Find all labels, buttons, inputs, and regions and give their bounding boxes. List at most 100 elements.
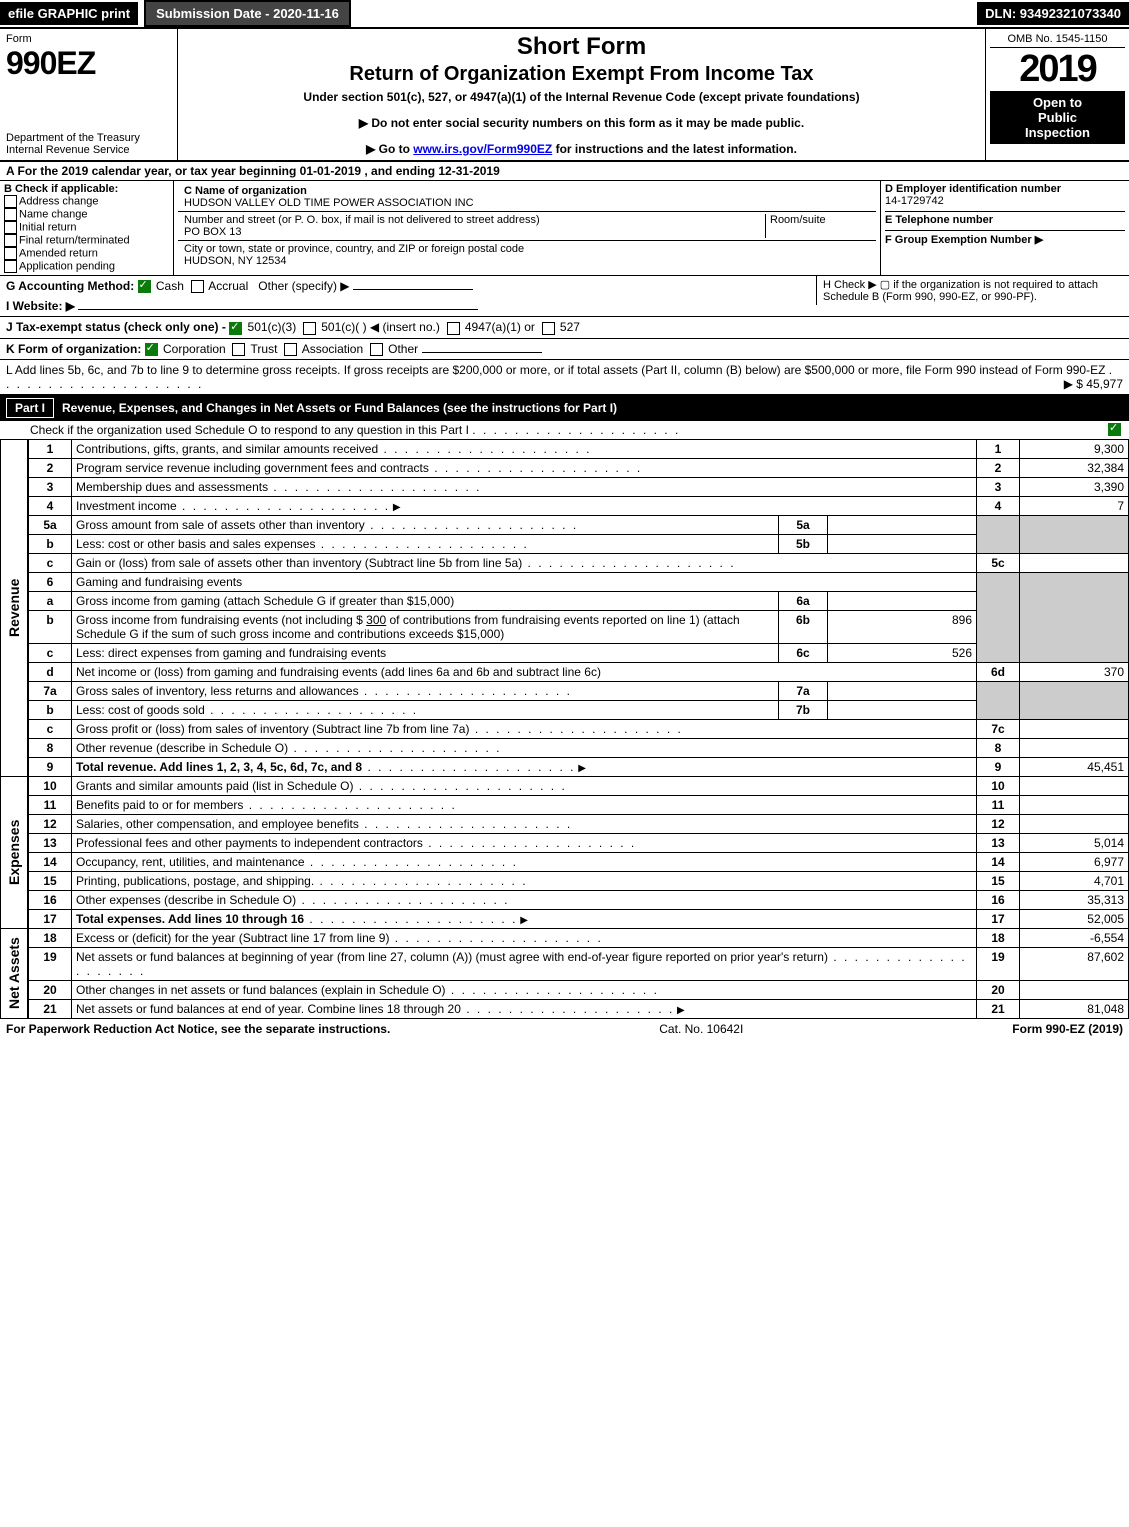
line-18-num: 18 [28, 928, 72, 947]
line-8-box: 8 [977, 738, 1020, 757]
chk-501c[interactable] [303, 322, 316, 335]
dots-icon [243, 798, 456, 812]
line-7b-desc: Less: cost of goods sold [76, 703, 205, 717]
chk-501c3[interactable] [229, 322, 242, 335]
website-input[interactable] [78, 309, 478, 310]
inspect-1: Open to [992, 95, 1123, 110]
arrow-icon [517, 912, 527, 926]
line-12-desc: Salaries, other compensation, and employ… [76, 817, 359, 831]
shade-7-amt [1020, 681, 1129, 719]
line-6b-subbox: 6b [779, 610, 828, 643]
chk-other-org[interactable] [370, 343, 383, 356]
line-19-amt: 87,602 [1020, 947, 1129, 980]
k-o3: Association [302, 342, 363, 356]
line-4-amt: 7 [1020, 496, 1129, 515]
chk-initial-return[interactable] [4, 221, 17, 234]
chk-corporation[interactable] [145, 343, 158, 356]
shade-5-amt [1020, 515, 1129, 553]
dots-icon [353, 779, 566, 793]
ein-value: 14-1729742 [885, 195, 1125, 207]
chk-527[interactable] [542, 322, 555, 335]
k-o1: Corporation [163, 342, 226, 356]
dept-irs: Internal Revenue Service [6, 144, 171, 156]
line-21-amt: 81,048 [1020, 999, 1129, 1018]
j-o1: 501(c)(3) [248, 320, 297, 334]
efile-print-button[interactable]: efile GRAPHIC print [0, 2, 138, 25]
header-left: Form 990EZ Department of the Treasury In… [0, 29, 178, 160]
shade-6-amt [1020, 572, 1129, 662]
b-item-4: Amended return [19, 247, 98, 259]
k-other-input[interactable] [422, 352, 542, 353]
part-i-header: Part I Revenue, Expenses, and Changes in… [0, 395, 1129, 421]
line-6d-desc: Net income or (loss) from gaming and fun… [72, 662, 977, 681]
part-i-note-text: Check if the organization used Schedule … [30, 423, 469, 437]
line-13-amt: 5,014 [1020, 833, 1129, 852]
chk-amended-return[interactable] [4, 247, 17, 260]
line-6a-desc: Gross income from gaming (attach Schedul… [72, 591, 779, 610]
line-5b-num: b [28, 534, 72, 553]
line-6c-num: c [28, 643, 72, 662]
chk-cash[interactable] [138, 280, 151, 293]
line-5b-subbox: 5b [779, 534, 828, 553]
line-1-desc: Contributions, gifts, grants, and simila… [76, 442, 378, 456]
line-16-num: 16 [28, 890, 72, 909]
line-13-box: 13 [977, 833, 1020, 852]
inspect-3: Inspection [992, 125, 1123, 140]
chk-final-return[interactable] [4, 234, 17, 247]
chk-schedule-o[interactable] [1108, 423, 1121, 436]
chk-address-change[interactable] [4, 195, 17, 208]
line-6-desc: Gaming and fundraising events [72, 572, 977, 591]
line-1-box: 1 [977, 439, 1020, 458]
irs-link[interactable]: www.irs.gov/Form990EZ [413, 142, 552, 156]
dots-icon [359, 817, 572, 831]
dots-icon [315, 537, 528, 551]
g-other-input[interactable] [353, 289, 473, 290]
line-15-desc: Printing, publications, postage, and shi… [76, 874, 314, 888]
line-2-desc: Program service revenue including govern… [76, 461, 429, 475]
line-8-desc: Other revenue (describe in Schedule O) [76, 741, 288, 755]
line-20-box: 20 [977, 980, 1020, 999]
chk-4947[interactable] [447, 322, 460, 335]
line-4-box: 4 [977, 496, 1020, 515]
g-cash: Cash [156, 279, 184, 293]
line-12-box: 12 [977, 814, 1020, 833]
line-12-num: 12 [28, 814, 72, 833]
chk-association[interactable] [284, 343, 297, 356]
dots-icon [472, 423, 680, 437]
line-16-amt: 35,313 [1020, 890, 1129, 909]
line-6b-desc: Gross income from fundraising events (no… [72, 610, 779, 643]
line-6b-pre: Gross income from fundraising events (no… [76, 613, 366, 627]
line-11-box: 11 [977, 795, 1020, 814]
dots-icon [304, 912, 517, 926]
revenue-side-label: Revenue [1, 439, 29, 776]
line-5c-amt [1020, 553, 1129, 572]
chk-trust[interactable] [232, 343, 245, 356]
chk-accrual[interactable] [191, 280, 204, 293]
line-14-num: 14 [28, 852, 72, 871]
org-city: HUDSON, NY 12534 [184, 255, 287, 267]
line-8-amt [1020, 738, 1129, 757]
dots-icon [288, 741, 501, 755]
line-18-desc: Excess or (deficit) for the year (Subtra… [76, 931, 389, 945]
dots-icon [314, 874, 527, 888]
section-b: B Check if applicable: Address change Na… [0, 181, 174, 275]
expenses-side-label: Expenses [1, 776, 29, 928]
b-item-2: Initial return [19, 221, 76, 233]
part-i-table: Revenue 1 Contributions, gifts, grants, … [0, 439, 1129, 1019]
line-17-num: 17 [28, 909, 72, 928]
chk-name-change[interactable] [4, 208, 17, 221]
b-item-1: Name change [19, 208, 88, 220]
line-21-desc: Net assets or fund balances at end of ye… [76, 1002, 461, 1016]
line-14-box: 14 [977, 852, 1020, 871]
line-5c-box: 5c [977, 553, 1020, 572]
line-15-amt: 4,701 [1020, 871, 1129, 890]
line-7a-desc: Gross sales of inventory, less returns a… [76, 684, 359, 698]
org-address: PO BOX 13 [184, 226, 241, 238]
dots-icon [429, 461, 642, 475]
line-20-desc: Other changes in net assets or fund bala… [76, 983, 446, 997]
line-19-box: 19 [977, 947, 1020, 980]
line-11-desc: Benefits paid to or for members [76, 798, 243, 812]
chk-application-pending[interactable] [4, 260, 17, 273]
shade-6 [977, 572, 1020, 662]
line-11-num: 11 [28, 795, 72, 814]
